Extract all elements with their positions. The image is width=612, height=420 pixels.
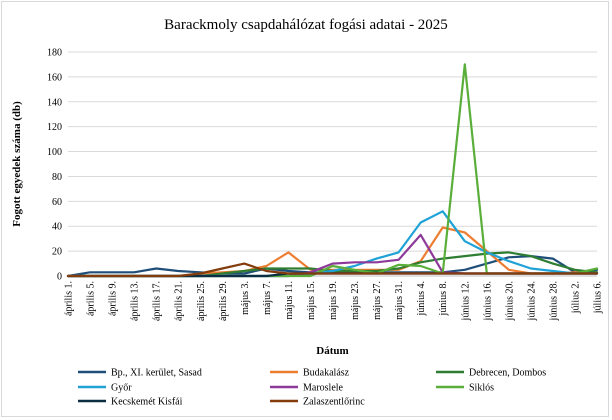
y-tick-label: 0: [57, 272, 62, 283]
legend: Bp., XI. kerület, Sasad Budakalász Debrece…: [78, 368, 546, 408]
y-tick-label: 160: [47, 72, 62, 83]
y-tick-label: 140: [47, 97, 62, 108]
x-tick-label: május 23.: [350, 281, 361, 320]
legend-label: Kecskemét Kisfái: [111, 397, 183, 408]
series-line-8: [66, 262, 599, 278]
chart-title: Barackmoly csapdahálózat fogási adatai -…: [164, 17, 448, 33]
x-tick-label: június 24.: [526, 281, 537, 321]
x-tick-label: április 29.: [218, 281, 229, 321]
x-tick-label: június 4.: [416, 281, 427, 316]
series-line-2: [66, 226, 599, 278]
x-tick-label: április 5.: [86, 281, 97, 316]
x-tick-label: június 28.: [548, 281, 559, 321]
x-tick-label: április 13.: [130, 281, 141, 321]
legend-item: Zalaszentlőrinc: [270, 397, 365, 408]
y-tick-label: 80: [52, 172, 62, 183]
line-chart: Barackmoly csapdahálózat fogási adatai -…: [11, 17, 604, 408]
x-tick-label: június 20.: [504, 281, 515, 321]
legend-item: Győr: [78, 383, 132, 394]
legend-item: Budakalász: [270, 368, 350, 379]
x-tick-label: április 21.: [174, 281, 185, 321]
legend-label: Győr: [111, 383, 132, 394]
x-tick-label: június 12.: [460, 281, 471, 321]
legend-item: Bp., XI. kerület, Sasad: [78, 368, 202, 379]
legend-label: Budakalász: [303, 368, 350, 379]
x-axis-ticks: április 1. április 5. április 9. április 13…: [64, 281, 604, 321]
legend-item: Debrecen, Dombos: [436, 368, 546, 379]
y-tick-label: 100: [47, 147, 62, 158]
legend-label: Siklós: [469, 383, 494, 394]
x-tick-label: július 6.: [593, 281, 604, 314]
x-tick-label: május 7.: [262, 281, 273, 315]
y-tick-label: 20: [52, 247, 62, 258]
legend-label: Zalaszentlőrinc: [303, 397, 365, 408]
x-tick-label: április 17.: [152, 281, 163, 321]
legend-item: Kecskemét Kisfái: [78, 397, 183, 408]
x-tick-label: május 3.: [240, 281, 251, 315]
x-tick-label: május 27.: [372, 281, 383, 320]
x-tick-label: április 25.: [196, 281, 207, 321]
y-axis-label: Fogott egyedek száma (db): [11, 101, 23, 227]
x-tick-label: június 16.: [482, 281, 493, 321]
y-tick-label: 60: [52, 197, 62, 208]
legend-label: Bp., XI. kerület, Sasad: [111, 368, 202, 379]
x-tick-label: június 8.: [438, 281, 449, 316]
x-tick-label: április 1.: [64, 281, 75, 316]
legend-label: Debrecen, Dombos: [469, 368, 546, 379]
legend-label: Maroslele: [303, 383, 344, 394]
x-tick-label: május 31.: [394, 281, 405, 320]
y-tick-label: 180: [47, 48, 62, 59]
legend-item: Siklós: [436, 383, 494, 394]
gridlines: [68, 51, 597, 252]
x-tick-label: május 15.: [306, 281, 317, 320]
y-tick-label: 120: [47, 122, 62, 133]
x-tick-label: április 9.: [108, 281, 119, 316]
x-axis-label: Dátum: [316, 345, 348, 357]
series-line-1: [66, 255, 599, 278]
x-tick-label: július 2.: [570, 281, 581, 314]
y-axis-ticks: 0 20 40 60 80 100 120 140 160 180: [47, 48, 62, 283]
y-tick-label: 40: [52, 222, 62, 233]
series-line-6: [66, 63, 599, 278]
x-tick-label: május 11.: [284, 281, 295, 320]
x-tick-label: május 19.: [328, 281, 339, 320]
series-lines: [66, 63, 599, 278]
legend-item: Maroslele: [270, 383, 344, 394]
